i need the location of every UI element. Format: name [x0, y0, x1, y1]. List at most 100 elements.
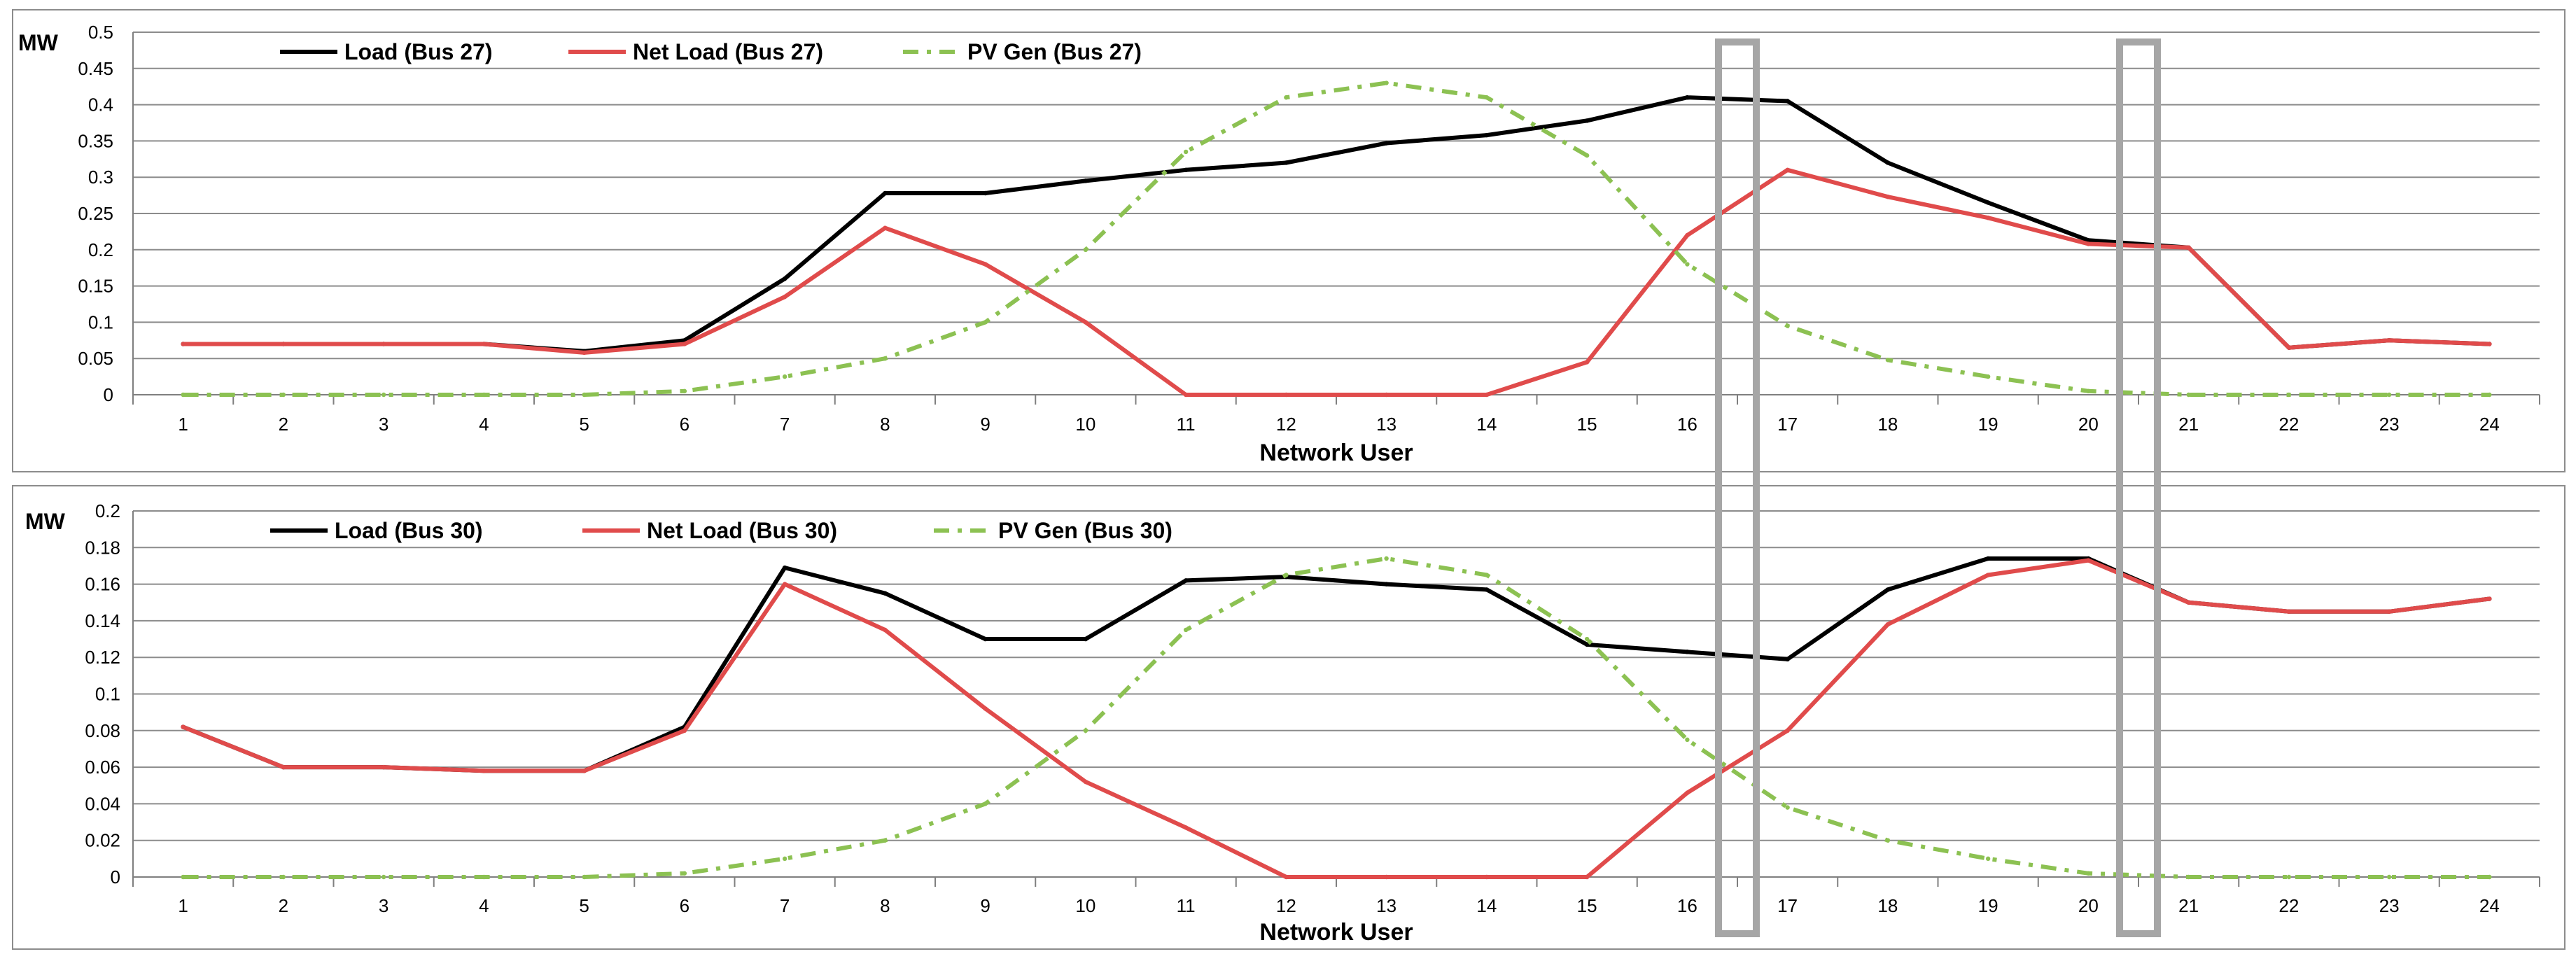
data-point — [1785, 805, 1790, 810]
x-tick-label: 8 — [880, 895, 890, 916]
y-tick-label: 0.08 — [85, 720, 120, 741]
x-tick-label: 13 — [1376, 895, 1396, 916]
data-point — [2086, 558, 2091, 563]
data-point — [2086, 241, 2091, 246]
data-point — [1985, 200, 1991, 205]
data-point — [1985, 374, 1991, 379]
data-point — [782, 582, 788, 587]
data-point — [582, 392, 587, 398]
data-point — [1484, 392, 1490, 398]
data-point — [1083, 320, 1088, 325]
x-tick-label: 23 — [2379, 414, 2400, 435]
data-point — [782, 276, 788, 281]
y-tick-label: 0.1 — [95, 684, 120, 705]
y-tick-label: 0.02 — [85, 830, 120, 851]
chart-panel-1: 00.050.10.150.20.250.30.350.40.450.51 2 3 4… — [12, 9, 2566, 472]
data-point — [983, 190, 988, 196]
data-point — [1885, 160, 1891, 165]
data-point — [381, 392, 386, 398]
legend-entry: Net Load (Bus 30) — [647, 518, 837, 543]
x-tick-label: 15 — [1577, 414, 1597, 435]
data-point — [181, 874, 186, 880]
x-tick-label: 17 — [1777, 414, 1798, 435]
data-point — [1685, 95, 1690, 100]
series-line-3 — [183, 556, 2490, 879]
x-tick-label: 14 — [1476, 414, 1497, 435]
x-tick-label: 11 — [1177, 414, 1196, 435]
data-point — [582, 350, 587, 356]
data-point — [883, 627, 888, 633]
y-tick-label: 0 — [111, 867, 120, 888]
x-tick-label: 2 — [279, 895, 288, 916]
series-line-2 — [183, 167, 2490, 397]
data-point — [2286, 345, 2292, 350]
data-point — [1083, 636, 1088, 642]
data-point — [1284, 95, 1289, 100]
x-tick-label: 17 — [1777, 895, 1798, 916]
data-point — [2086, 238, 2091, 243]
data-point — [1885, 358, 1891, 363]
data-point — [1985, 556, 1991, 561]
x-tick-label: 14 — [1476, 895, 1497, 916]
data-point — [2386, 874, 2392, 880]
data-point — [883, 356, 888, 361]
data-point — [1685, 737, 1690, 743]
x-tick-label: 12 — [1276, 414, 1296, 435]
data-point — [1685, 232, 1690, 238]
y-tick-label: 0.04 — [85, 793, 120, 814]
x-tick-label: 21 — [2178, 895, 2199, 916]
data-point — [983, 801, 988, 806]
x-tick-label: 3 — [379, 414, 388, 435]
legend-entry: Load (Bus 27) — [344, 39, 493, 64]
data-point — [782, 294, 788, 300]
data-point — [582, 874, 587, 880]
y-tick-label: 0.5 — [88, 22, 113, 43]
data-point — [482, 342, 486, 346]
data-point — [1685, 790, 1690, 795]
series-line-2 — [182, 558, 2490, 879]
panel-frame — [12, 9, 2566, 472]
x-tick-label: 16 — [1677, 895, 1698, 916]
data-point — [782, 565, 788, 570]
data-point — [2086, 871, 2091, 876]
y-tick-label: 0.2 — [95, 500, 120, 521]
data-point — [1785, 99, 1790, 104]
unit-label: MW — [18, 30, 59, 55]
data-point — [181, 392, 186, 398]
x-tick-label: 5 — [579, 414, 589, 435]
y-tick-label: 0.15 — [78, 276, 113, 297]
data-point — [1885, 587, 1891, 592]
data-point — [1284, 160, 1289, 165]
x-tick-label: 6 — [680, 895, 690, 916]
x-tick-label: 2 — [279, 414, 288, 435]
data-point — [782, 856, 788, 862]
x-tick-label: 4 — [479, 895, 489, 916]
y-tick-label: 0.2 — [88, 239, 113, 260]
x-tick-label: 5 — [579, 895, 589, 916]
data-point — [482, 392, 486, 398]
x-tick-label: 7 — [780, 895, 790, 916]
x-tick-label: 22 — [2278, 895, 2299, 916]
data-point — [682, 388, 687, 394]
data-point — [1384, 80, 1389, 85]
data-point — [1183, 825, 1189, 830]
data-point — [1785, 167, 1790, 173]
data-point — [381, 874, 386, 880]
x-tick-label: 3 — [379, 895, 388, 916]
data-point — [1183, 149, 1189, 155]
data-point — [2386, 338, 2392, 343]
data-point — [1284, 392, 1289, 398]
x-tick-label: 15 — [1577, 895, 1597, 916]
y-tick-label: 0.16 — [85, 574, 120, 595]
y-tick-label: 0.05 — [78, 348, 113, 369]
x-axis-title: Network User — [1259, 919, 1413, 946]
data-point — [1885, 622, 1891, 627]
data-point — [1985, 856, 1991, 862]
unit-label: MW — [25, 509, 66, 534]
y-tick-label: 0.06 — [85, 757, 120, 778]
x-tick-label: 12 — [1276, 895, 1296, 916]
data-point — [1484, 874, 1490, 880]
data-point — [1284, 874, 1289, 880]
data-point — [181, 724, 186, 729]
